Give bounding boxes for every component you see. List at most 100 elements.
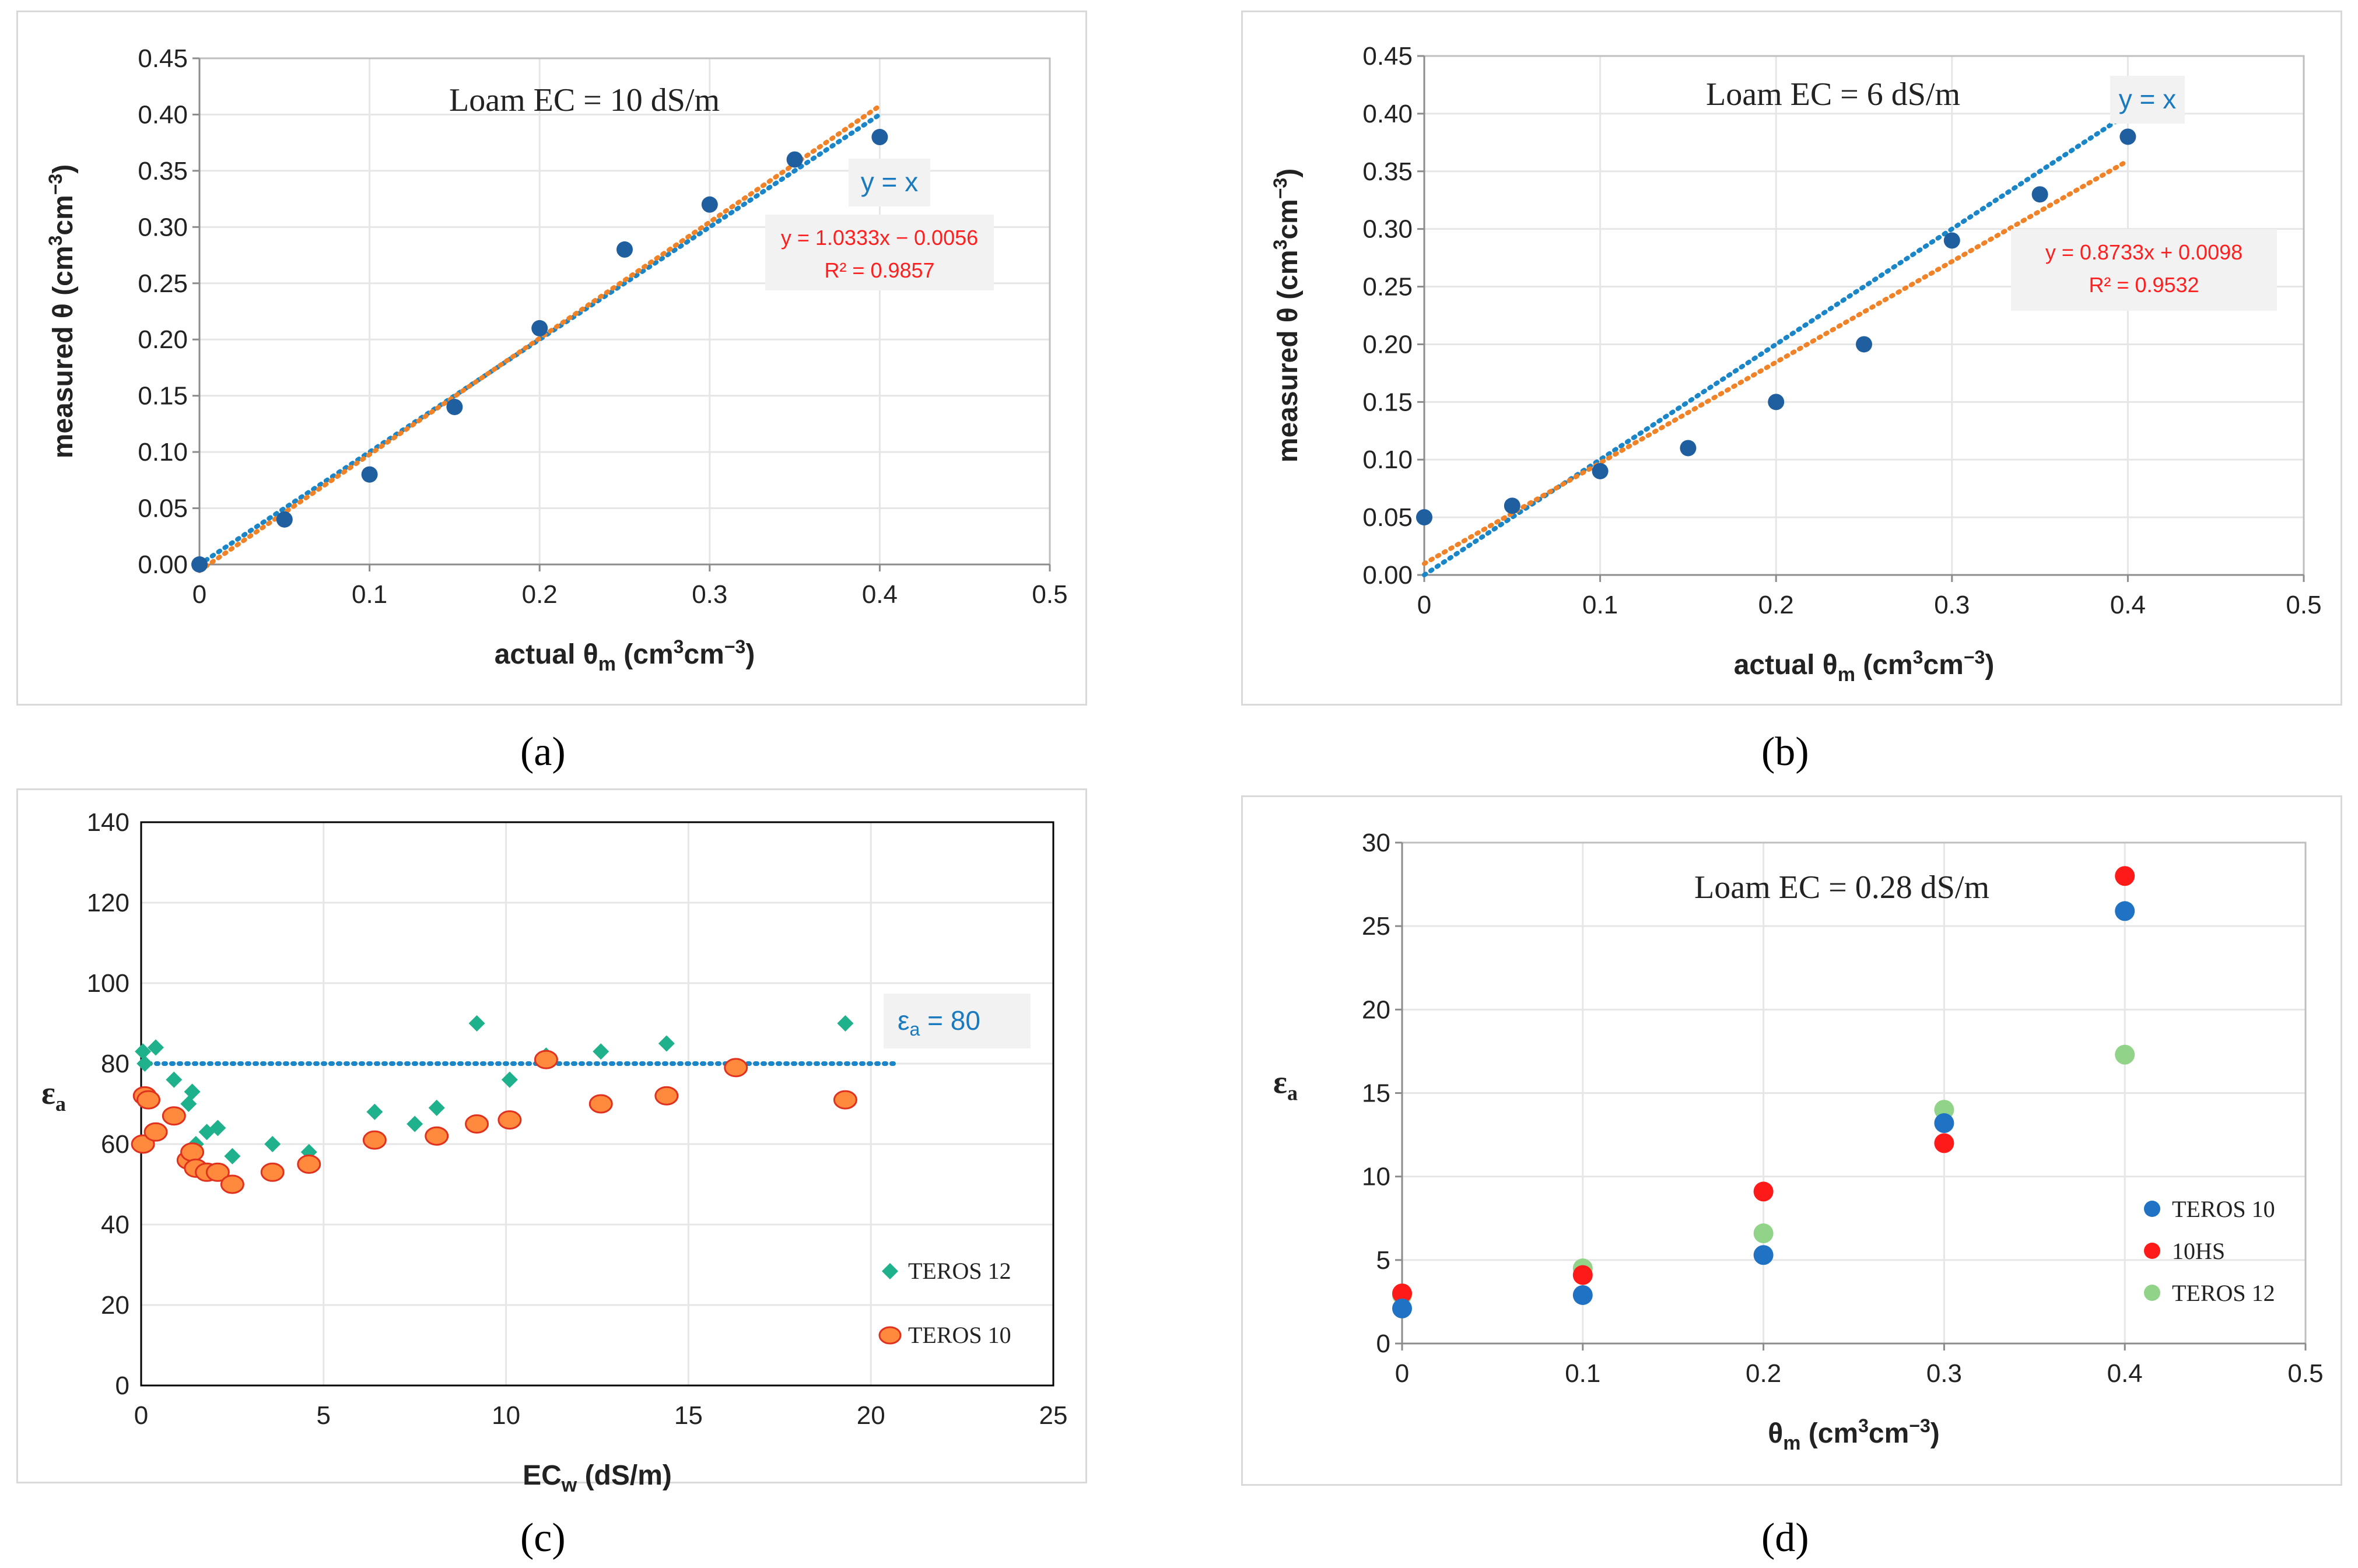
chart-d-y-tick-label: 10 — [1362, 1163, 1390, 1191]
chart-c-point-teros-12 — [366, 1103, 383, 1120]
chart-b-point-measured — [1504, 497, 1520, 514]
chart-c-point-teros-12 — [658, 1035, 675, 1052]
chart-b-point-measured — [1416, 509, 1432, 526]
chart-b-axes: 0 0.1 0.2 0.3 0.4 0.5 0.00 0.05 0.10 0.15 0.20 0.25… — [1270, 42, 2322, 686]
chart-b-y-tick-label: 0.00 — [1362, 561, 1413, 590]
chart-a-point-measured — [871, 129, 888, 146]
chart-a-plot-frame — [198, 57, 1051, 566]
chart-d-point-10hs — [1934, 1133, 1954, 1153]
chart-a-y-tick-label: 0.15 — [138, 382, 188, 411]
chart-b-y-tick-label: 0.10 — [1362, 446, 1413, 474]
chart-a-fit-r2: R² = 0.9857 — [824, 258, 934, 282]
chart-d-y-tick-label: 20 — [1362, 995, 1390, 1024]
chart-d-y-axis-title: εa — [1273, 1065, 1298, 1105]
panel-label-b: (b) — [1761, 729, 1809, 774]
chart-b-y-tick-label: 0.25 — [1362, 273, 1413, 301]
chart-b-y-tick-label: 0.05 — [1362, 503, 1413, 532]
chart-c-y-tick-label: 60 — [101, 1130, 129, 1159]
chart-c-point-teros-10 — [260, 1162, 285, 1182]
chart-c-legend-marker-teros12 — [882, 1263, 898, 1279]
chart-c-y-tick-label: 80 — [101, 1050, 129, 1078]
chart-d-legend-marker — [2144, 1285, 2160, 1301]
chart-c-axes: 0 5 10 15 20 25 0 20 40 60 80 100 120 140 ECw (dS/m) εa — [41, 808, 1067, 1496]
chart-b-x-tick-label: 0.1 — [1582, 591, 1618, 619]
chart-b-point-measured — [1768, 394, 1785, 411]
chart-a-point-measured — [361, 466, 378, 483]
chart-b-x-tick-label: 0.3 — [1934, 591, 1970, 619]
chart-d-y-tick-label: 15 — [1362, 1079, 1390, 1108]
chart-c-point-teros-10 — [654, 1086, 679, 1106]
chart-c-y-axis-title: εa — [41, 1075, 66, 1116]
chart-c-point-teros-10 — [136, 1090, 161, 1110]
chart-c-point-teros-12 — [428, 1099, 445, 1116]
chart-c-y-tick-label: 0 — [115, 1371, 129, 1400]
chart-c-reference-label: εa = 80 — [898, 1005, 980, 1040]
chart-c-legend-label: TEROS 10 — [908, 1322, 1011, 1348]
chart-a-x-tick-label: 0.4 — [862, 580, 898, 609]
chart-b-fit-equation: y = 0.8733x + 0.0098 — [2045, 240, 2243, 264]
chart-d-point-10hs — [1753, 1181, 1774, 1202]
chart-c-x-tick-label: 5 — [317, 1401, 331, 1430]
chart-b-x-tick-label: 0 — [1417, 591, 1431, 619]
chart-c-point-teros-12 — [224, 1148, 241, 1164]
chart-c-legend-label: TEROS 12 — [908, 1258, 1011, 1284]
chart-c-point-teros-12 — [209, 1120, 226, 1136]
chart-b-y-tick-label: 0.15 — [1362, 388, 1413, 416]
chart-a-y-tick-label: 0.40 — [138, 100, 188, 129]
chart-d-x-tick-label: 0.3 — [1926, 1359, 1962, 1388]
chart-d-legend-label: TEROS 10 — [2172, 1196, 2275, 1222]
chart-d-point-teros-10 — [2115, 901, 2135, 921]
chart-c-point-teros-12 — [148, 1039, 164, 1056]
chart-b-identity-label: y = x — [2119, 84, 2176, 114]
chart-b-point-measured — [1680, 440, 1697, 457]
chart-d-legend-marker — [2144, 1243, 2160, 1259]
chart-b-plot-frame — [1423, 55, 2305, 576]
chart-c-point-teros-10 — [465, 1114, 489, 1134]
chart-b-line-fit — [1422, 158, 2131, 566]
chart-b-point-measured — [2031, 186, 2048, 203]
chart-c-point-teros-10 — [131, 1134, 155, 1154]
chart-a-point-measured — [276, 511, 293, 528]
chart-d-y-tick-label: 25 — [1362, 912, 1390, 941]
chart-c-point-teros-10 — [220, 1174, 244, 1194]
chart-a-y-tick-label: 0.05 — [138, 494, 188, 523]
chart-c-point-teros-10 — [833, 1090, 857, 1110]
chart-b-annotation: Loam EC = 6 dS/m — [1706, 76, 1960, 113]
chart-c-y-tick-label: 140 — [87, 808, 129, 837]
chart-c-point-teros-10 — [180, 1142, 205, 1162]
chart-d-y-tick-label: 30 — [1362, 829, 1390, 857]
chart-c-point-teros-12 — [264, 1136, 281, 1152]
chart-c-point-teros-12 — [837, 1015, 854, 1032]
chart-c-point-teros-10 — [497, 1110, 522, 1130]
chart-c-point-teros-10 — [362, 1130, 387, 1150]
chart-c-y-tick-label: 20 — [101, 1291, 129, 1320]
chart-b-x-tick-label: 0.2 — [1758, 591, 1794, 619]
chart-d-point-teros-10 — [1934, 1113, 1954, 1134]
chart-d-point-10hs — [1392, 1283, 1412, 1304]
chart-d-point-10hs — [2115, 866, 2135, 886]
chart-a-y-tick-label: 0.20 — [138, 325, 188, 354]
chart-c-y-tick-label: 120 — [87, 889, 129, 917]
chart-a-annotation: Loam EC = 10 dS/m — [449, 82, 720, 118]
chart-c-point-teros-12 — [184, 1083, 201, 1100]
chart-b-y-tick-label: 0.40 — [1362, 100, 1413, 128]
chart-c-point-teros-12 — [180, 1096, 197, 1112]
chart-a-y-tick-label: 0.45 — [138, 44, 188, 73]
chart-a-point-measured — [616, 241, 633, 258]
chart-a-x-tick-label: 0.1 — [352, 580, 387, 609]
chart-c-y-tick-label: 40 — [101, 1211, 129, 1239]
chart-b-x-tick-label: 0.5 — [2286, 591, 2321, 619]
chart-a-fit-label-box — [765, 215, 994, 290]
chart-b-y-tick-label: 0.30 — [1362, 215, 1413, 244]
chart-a-point-measured — [191, 556, 208, 573]
chart-a-y-tick-label: 0.00 — [138, 550, 188, 579]
chart-d-legend-label: 10HS — [2172, 1238, 2225, 1264]
chart-d-y-tick-label: 5 — [1376, 1246, 1390, 1275]
chart-a-identity-label: y = x — [861, 167, 918, 197]
chart-d-x-tick-label: 0.5 — [2287, 1359, 2323, 1388]
chart-c-point-teros-12 — [136, 1055, 153, 1072]
chart-d-annotation: Loam EC = 0.28 dS/m — [1694, 869, 1989, 906]
chart-c-point-teros-10 — [297, 1155, 321, 1174]
chart-a-line-fit — [197, 103, 882, 573]
